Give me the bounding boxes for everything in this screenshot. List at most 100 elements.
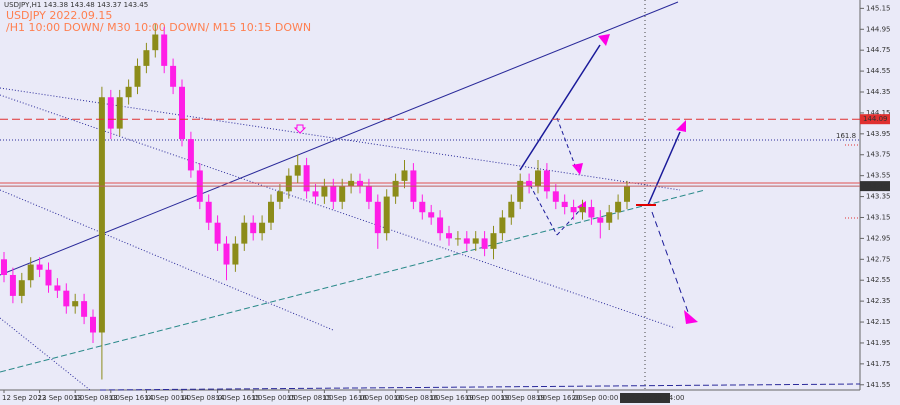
candle-body — [152, 34, 159, 51]
arrow-head — [676, 120, 686, 132]
candle-body — [223, 243, 230, 265]
arrow-line — [519, 44, 601, 171]
candle-body — [428, 212, 435, 218]
candle-body — [179, 86, 185, 140]
candle-body — [187, 139, 194, 171]
candle-body — [561, 201, 568, 208]
candle-body — [472, 238, 479, 244]
candle-body — [312, 191, 319, 197]
cursor-label-box — [620, 393, 670, 403]
y-tick-label: 144.55 — [866, 67, 891, 75]
y-tick-label: 142.75 — [866, 255, 891, 263]
candle-body — [419, 201, 426, 213]
x-tick-label: 12 Sep 2022 — [2, 394, 46, 402]
x-tick-label: 16 Sep 00:00 — [358, 394, 405, 402]
x-tick-label: 19 Sep 00:00 — [465, 394, 512, 402]
y-tick-label: 142.15 — [866, 318, 891, 326]
candle-body — [499, 217, 506, 234]
candle-body — [63, 290, 70, 307]
candle-body — [374, 201, 381, 234]
arrow-line — [647, 131, 681, 206]
candle-body — [276, 191, 283, 202]
candle-body — [143, 50, 150, 66]
candle-body — [268, 201, 274, 223]
y-tick-label: 144.35 — [866, 88, 891, 96]
candle-body — [81, 301, 88, 317]
candle-body — [285, 175, 292, 192]
arrow-line — [529, 184, 558, 236]
signal-arrow — [293, 124, 307, 134]
candle-body — [383, 196, 390, 234]
candle-body — [250, 222, 257, 234]
x-tick-label: 14 Sep 08:00 — [180, 394, 227, 402]
trend-line — [0, 317, 91, 391]
candle-body — [526, 180, 533, 187]
candle-body — [437, 217, 444, 234]
candle-body — [348, 180, 355, 187]
x-tick-label: 13 Sep 16:00 — [109, 394, 156, 402]
candle-body — [18, 280, 25, 296]
candle-body — [454, 238, 461, 240]
x-tick-label: 14 Sep 00:00 — [144, 394, 191, 402]
candle-body — [36, 264, 43, 270]
y-tick-label: 141.75 — [866, 360, 891, 368]
candle-body — [606, 212, 613, 223]
candle-body — [214, 222, 221, 244]
header: USDJPY,H1 143.38 143.48 143.37 143.45 — [4, 1, 148, 9]
candle-body — [579, 207, 586, 213]
candle-body — [365, 186, 372, 202]
chart-subtitle: /H1 10:00 DOWN/ M30 10:00 DOWN/ M15 10:1… — [6, 21, 311, 34]
candle-body — [615, 201, 622, 213]
fib-label: 161.8 — [836, 132, 856, 140]
candle-body — [481, 238, 488, 249]
candle-body — [508, 201, 515, 218]
candle-body — [339, 186, 346, 202]
candle-body — [170, 65, 177, 87]
arrow-line — [651, 211, 689, 313]
candle-body — [588, 207, 595, 218]
candle-body — [125, 86, 132, 98]
y-tick-label: 143.55 — [866, 172, 891, 180]
arrow-line — [556, 209, 581, 236]
price-label-box — [860, 114, 890, 125]
x-tick-label: 15 Sep 08:00 — [287, 394, 334, 402]
candle-body — [9, 274, 16, 296]
candle-body — [552, 191, 559, 202]
x-tick-label: 15 Sep 16:00 — [322, 394, 369, 402]
candle-body — [54, 285, 61, 291]
candle-body — [321, 186, 328, 197]
candle-body — [401, 170, 408, 181]
candle-body — [446, 233, 452, 239]
y-tick-label: 144.75 — [866, 46, 891, 54]
y-tick-label: 142.55 — [866, 276, 891, 284]
y-tick-label: 142.35 — [866, 297, 891, 305]
candle-body — [392, 180, 399, 197]
candle-body — [517, 180, 524, 202]
arrow-head — [572, 163, 583, 175]
y-tick-label: 143.15 — [866, 213, 891, 221]
x-tick-label: 13 Sep 08:00 — [73, 394, 120, 402]
candle-body — [543, 170, 550, 192]
y-tick-label: 143.75 — [866, 151, 891, 159]
candle-body — [303, 165, 310, 192]
x-tick-label: 15 Sep 00:00 — [251, 394, 298, 402]
arrow-head — [684, 310, 698, 324]
candle-body — [294, 165, 301, 176]
x-tick-label: 14 Sep 16:00 — [216, 394, 263, 402]
candle-body — [45, 269, 52, 286]
y-tick-label: 145.15 — [866, 4, 891, 12]
candle-body — [624, 186, 630, 202]
candle-body — [205, 201, 212, 223]
y-tick-label: 142.95 — [866, 234, 891, 242]
candle-body — [72, 301, 79, 307]
candle-body — [330, 186, 337, 202]
candle-body — [134, 65, 141, 87]
y-tick-label: 143.95 — [866, 130, 891, 138]
cursor-label: 2022.09.20 14:00 — [622, 394, 684, 402]
y-tick-label: 141.55 — [866, 381, 891, 389]
candle-body — [98, 97, 105, 333]
trend-line — [99, 383, 861, 391]
x-tick-label: 13 Sep 00:00 — [38, 394, 85, 402]
